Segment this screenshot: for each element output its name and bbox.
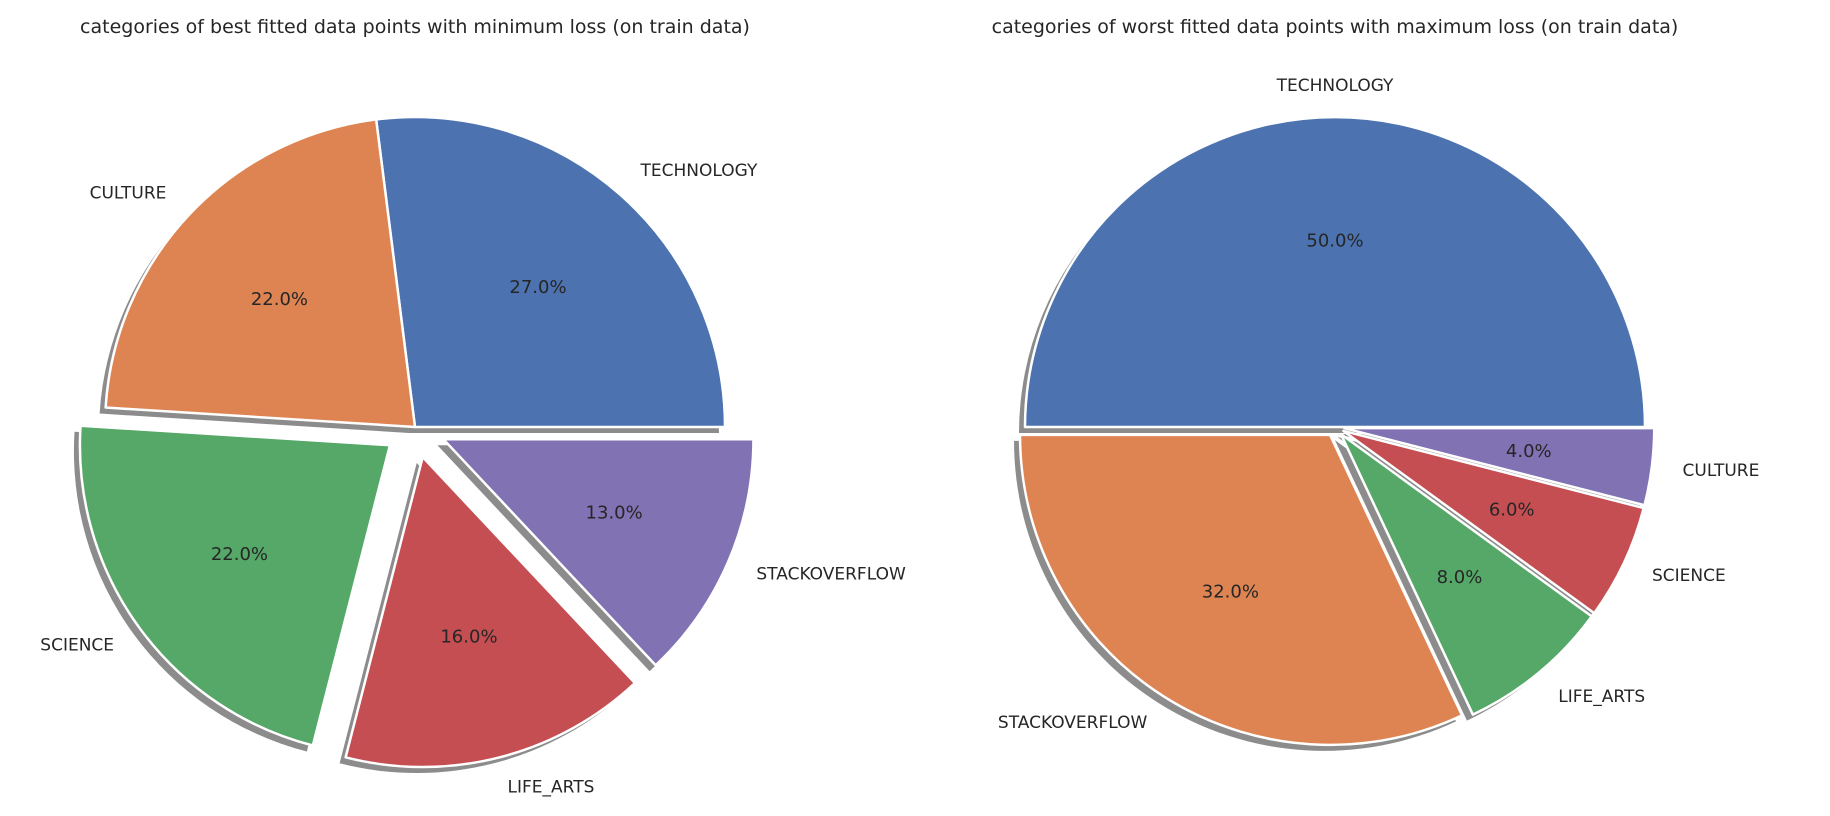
slice-label-stackoverflow: STACKOVERFLOW [756, 565, 906, 585]
slice-percent-technology: 50.0% [1306, 231, 1363, 252]
slice-percent-culture: 22.0% [251, 289, 308, 310]
pie-slice-stackoverflow [442, 438, 755, 667]
slice-percent-technology: 27.0% [509, 277, 566, 298]
pie-slice-technology [374, 115, 727, 429]
pie-slices [1018, 115, 1656, 747]
slice-label-science: SCIENCE [40, 636, 114, 656]
chart-title: categories of worst fitted data points w… [992, 16, 1679, 38]
pie-slice-stackoverflow [1018, 433, 1464, 747]
best-fitted-pie-chart: categories of best fitted data points wi… [40, 16, 906, 797]
pie-slice-science [1342, 429, 1645, 615]
pie-slice-life-arts [1339, 432, 1593, 716]
slice-label-technology: TECHNOLOGY [640, 161, 758, 181]
slice-percent-science: 6.0% [1489, 500, 1535, 521]
slice-label-culture: CULTURE [90, 184, 167, 204]
chart-title: categories of best fitted data points wi… [80, 16, 750, 38]
pie-slice-culture [1342, 426, 1656, 507]
slice-percent-stackoverflow: 32.0% [1202, 581, 1259, 602]
slice-percent-life-arts: 8.0% [1437, 567, 1483, 588]
pie-slice-science [78, 424, 392, 747]
slice-label-stackoverflow: STACKOVERFLOW [998, 713, 1148, 733]
pie-labels: TECHNOLOGY 50.0% STACKOVERFLOW 32.0% LIFE_AR… [998, 76, 1759, 733]
pie-labels: TECHNOLOGY 27.0% CULTURE 22.0% SCIENCE 22.0% L… [40, 161, 906, 797]
slice-label-technology: TECHNOLOGY [1276, 76, 1394, 96]
pie-slice-technology [1023, 115, 1647, 429]
pie-slice-life-arts [344, 455, 637, 769]
slice-percent-life-arts: 16.0% [440, 627, 497, 648]
pie-slice-culture [104, 118, 417, 429]
worst-fitted-pie-chart: categories of worst fitted data points w… [992, 16, 1759, 751]
slice-label-life-arts: LIFE_ARTS [508, 777, 595, 797]
slice-percent-culture: 4.0% [1506, 441, 1552, 462]
slice-label-science: SCIENCE [1652, 566, 1726, 586]
slice-label-culture: CULTURE [1683, 461, 1760, 481]
pie-slices [78, 115, 755, 769]
slice-percent-stackoverflow: 13.0% [586, 503, 643, 524]
slice-label-life-arts: LIFE_ARTS [1558, 687, 1645, 707]
slice-percent-science: 22.0% [211, 544, 268, 565]
